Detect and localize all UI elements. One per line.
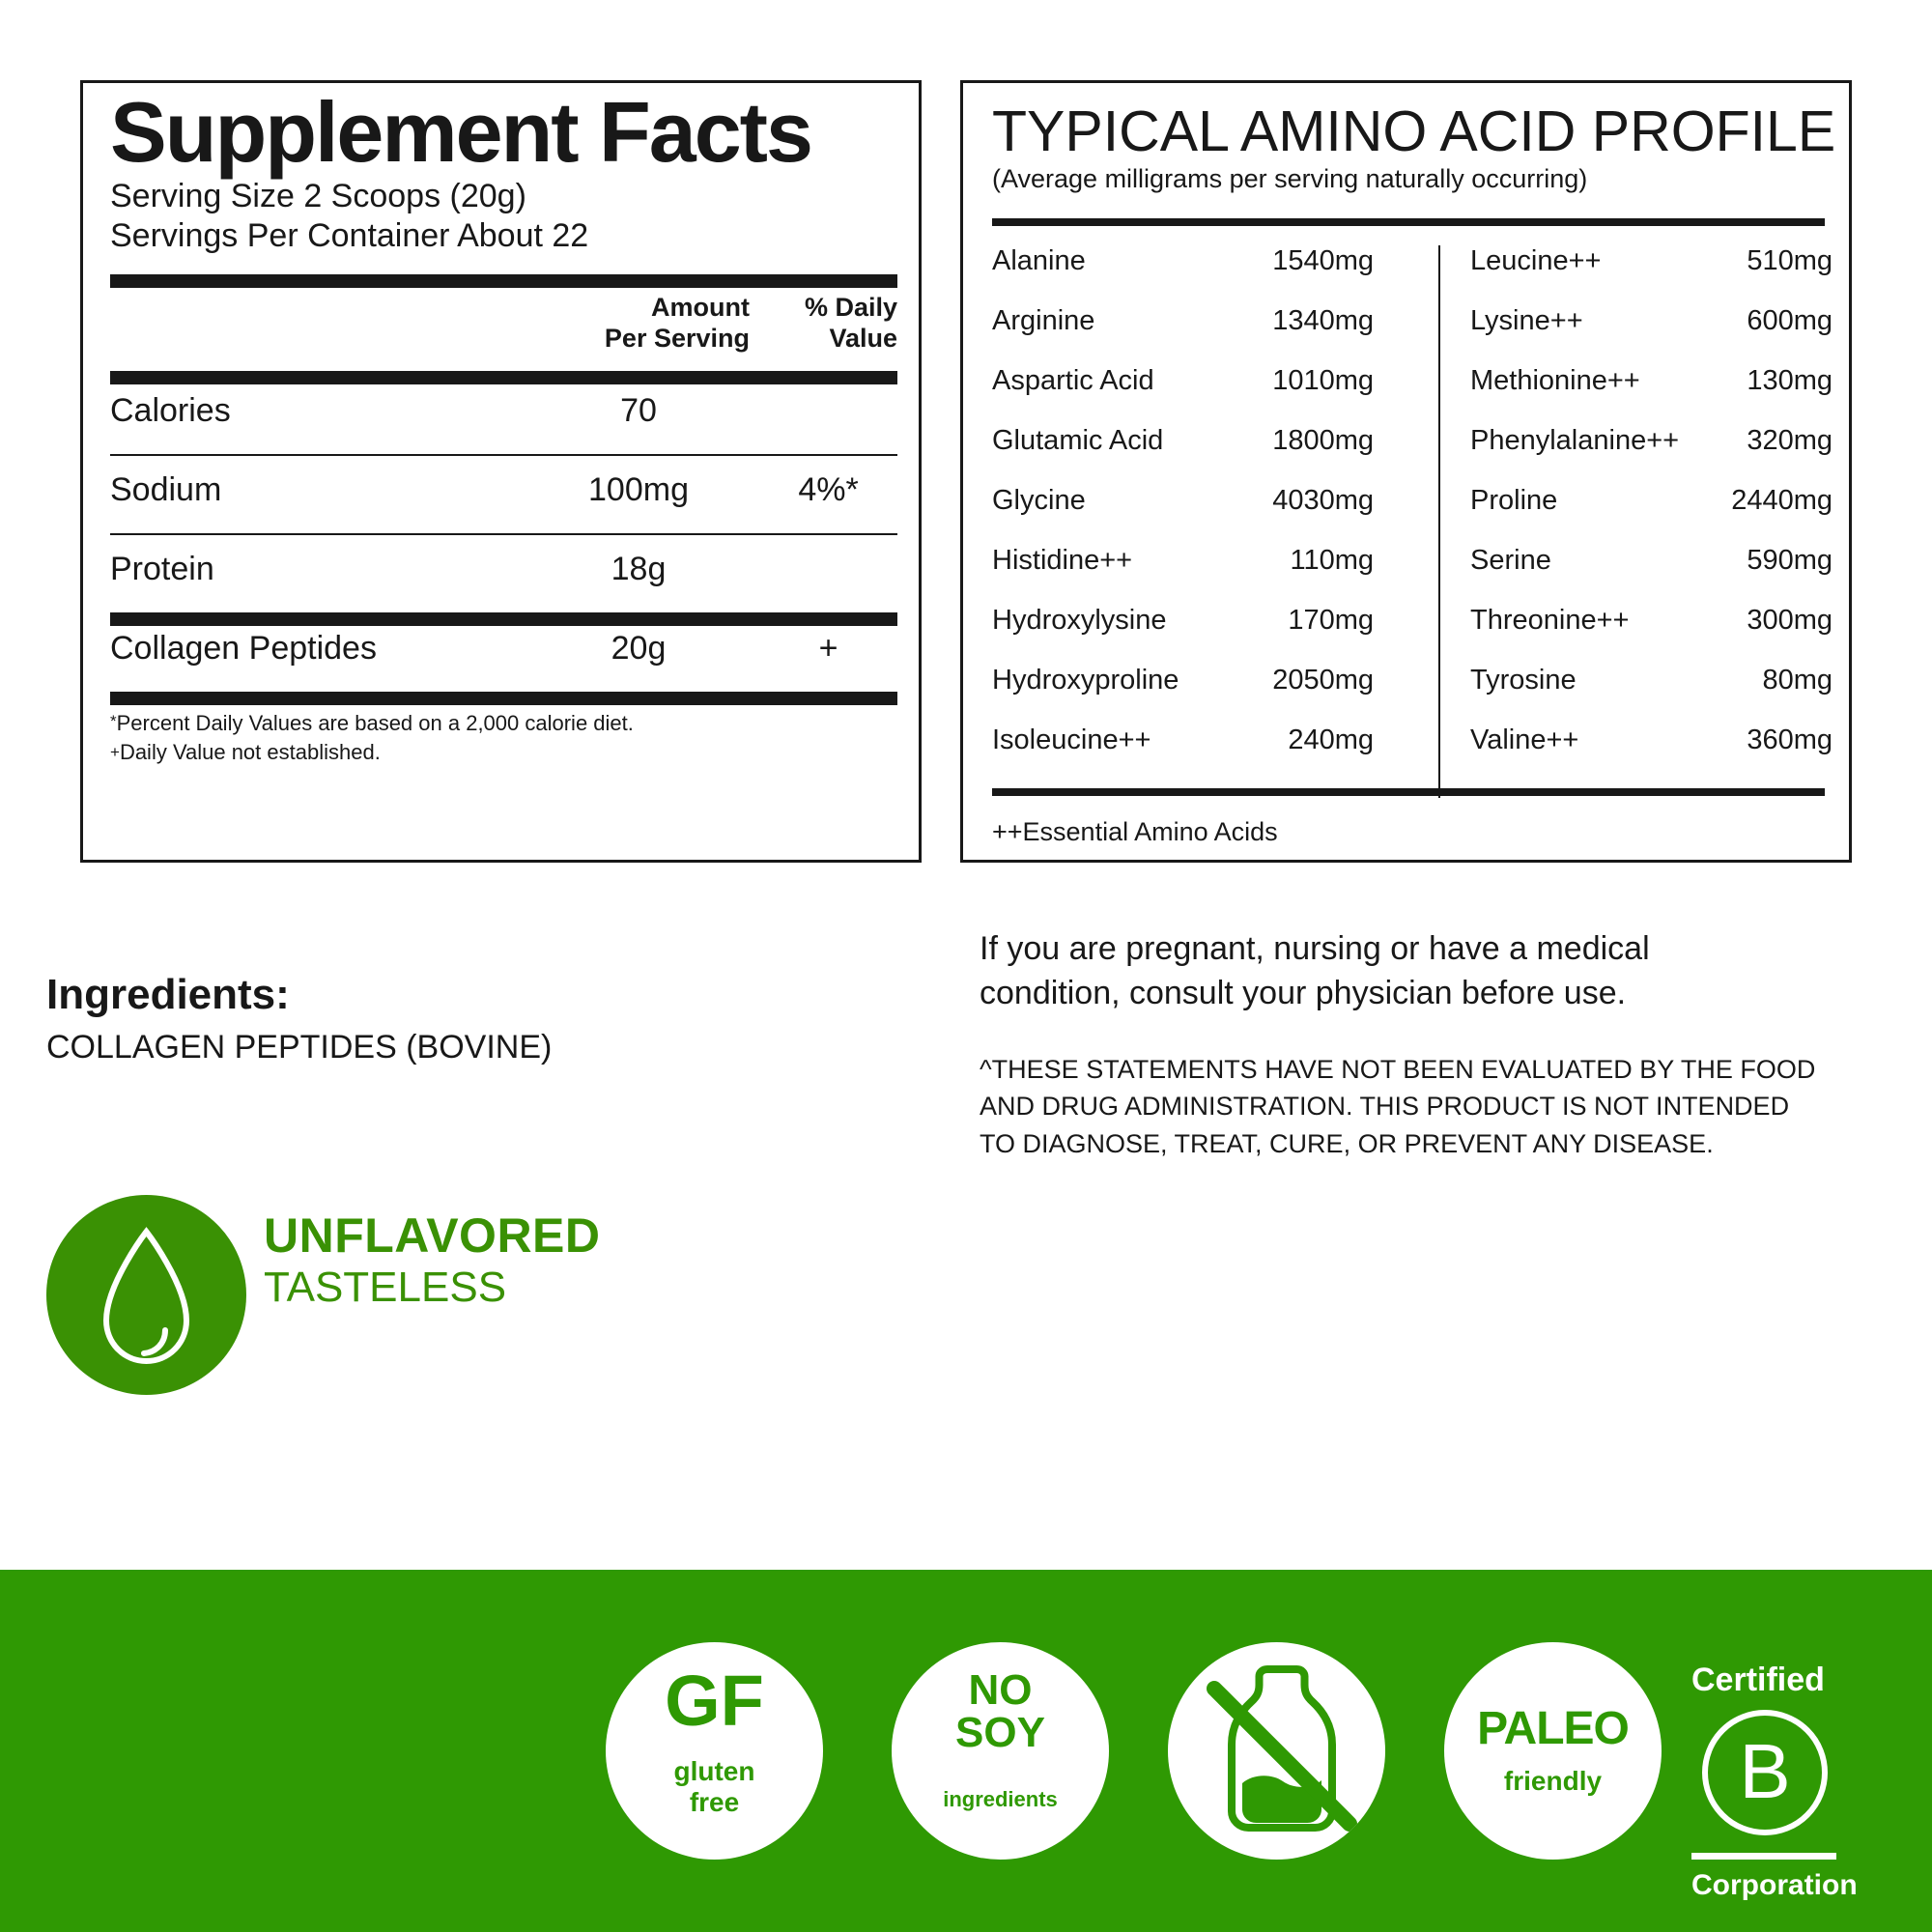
svg-text:B: B [1739,1728,1790,1814]
